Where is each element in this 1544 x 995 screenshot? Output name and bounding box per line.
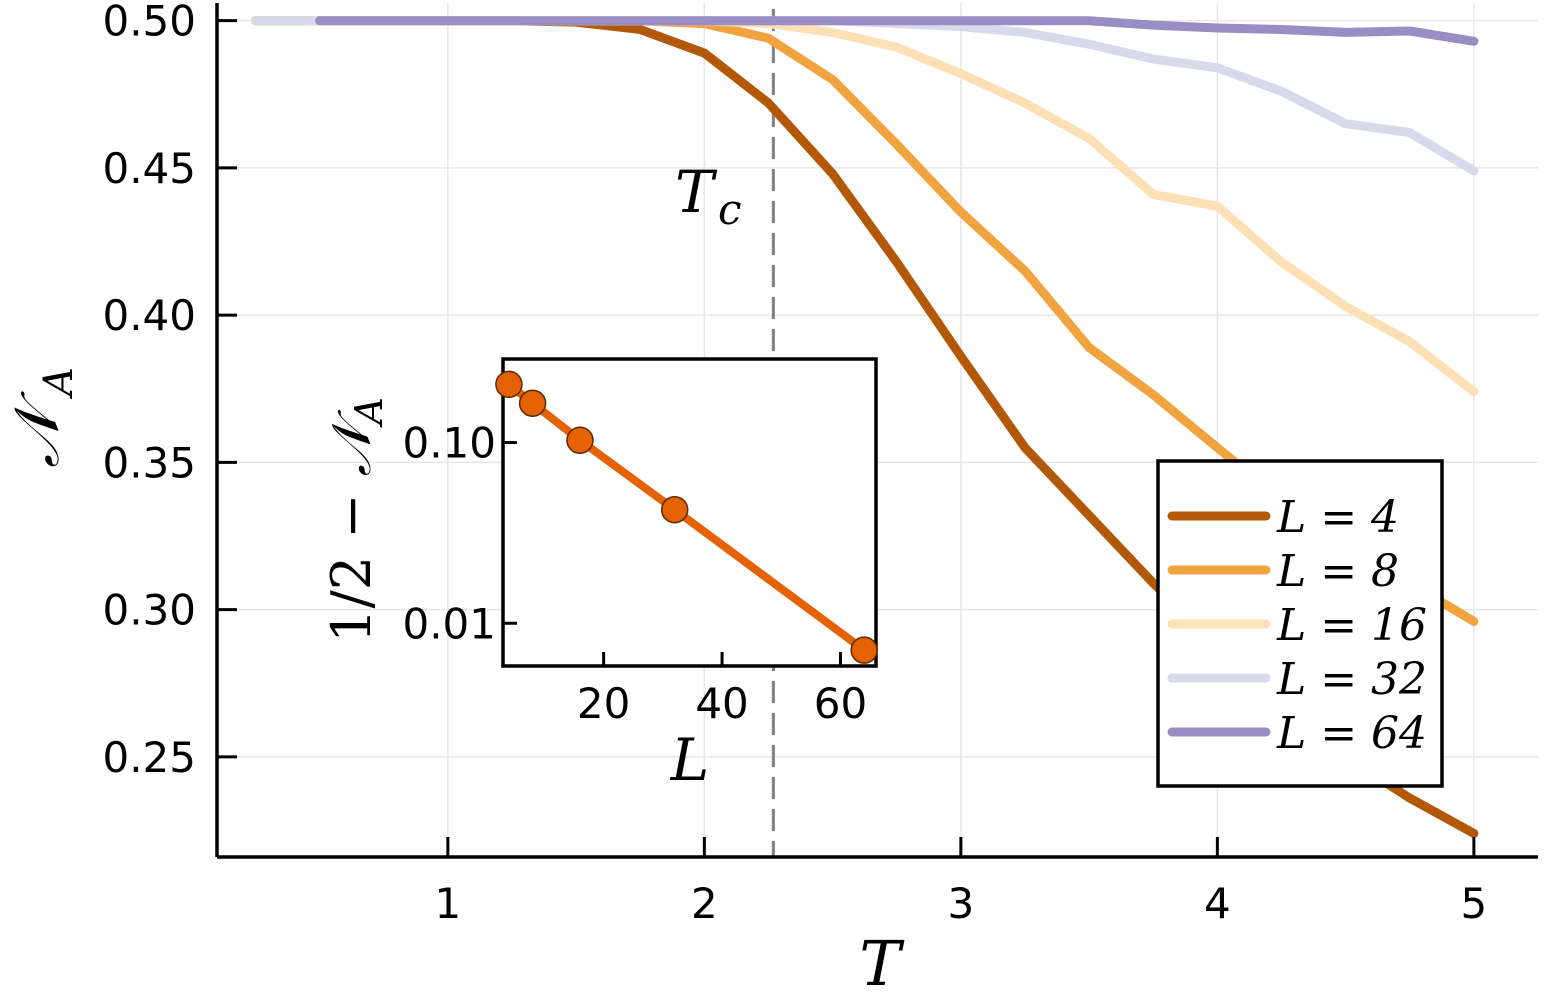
inset-plot: 20 40 60 0.01 0.10 L 1/2 − 𝒩A [320,357,878,794]
legend-entry: L = 64 [1167,708,1427,759]
legend-entry: L = 16 [1167,600,1427,651]
axes [215,3,1538,859]
y-tick-label: 0.40 [102,291,196,340]
inset-y-label-prefix: 1/2 − [320,476,383,642]
inset-x-tick-label: 20 [577,679,630,728]
inset-y-tick-label: 0.01 [402,599,496,648]
x-tick-label: 2 [691,879,718,928]
series-line-5 [315,16,1479,46]
tick-labels: 1 2 3 4 5 0.25 0.30 0.35 0.40 0.45 0.50 [102,0,1487,928]
inset-data-point [566,426,594,454]
tc-label-sub: c [718,185,742,234]
legend-entry: L = 32 [1167,654,1427,705]
y-tick-label: 0.30 [102,586,196,635]
legend-label: L = 64 [1276,708,1427,759]
x-tick-label: 1 [434,879,461,928]
x-axis-label: T [859,927,905,990]
y-axis-label-sub: A [36,367,82,400]
x-tick-label: 5 [1461,879,1488,928]
inset-y-axis-label-text: 1/2 − 𝒩A [320,397,391,643]
y-tick-label: 0.35 [102,438,196,487]
y-tick-label: 0.25 [102,733,196,782]
legend-label: L = 16 [1276,600,1427,651]
inset-data-point [495,370,523,399]
inset-x-tick-label: 60 [814,679,867,728]
x-tick-label: 3 [947,879,974,928]
legend-entry: L = 4 [1167,492,1399,543]
inset-y-label-sub: A [347,397,391,427]
legend-label: L = 8 [1276,546,1399,597]
inset-data-point [850,636,878,664]
x-tick-label: 4 [1204,879,1231,928]
legend-entry: L = 8 [1167,546,1399,597]
inset-x-tick-label: 40 [695,679,748,728]
y-tick-label: 0.50 [102,0,196,46]
inset-y-tick-label: 0.10 [402,419,496,468]
inset-x-axis-label: L [670,726,710,794]
y-tick-label: 0.45 [102,144,196,193]
inset-data-point [518,389,547,418]
legend: L = 4L = 8L = 16L = 32L = 64 [1156,459,1444,788]
legend-label: L = 4 [1276,492,1399,543]
tc-label-main: T [675,158,718,226]
inset-y-axis-label: 1/2 − 𝒩A [320,397,391,643]
inset-data-point [660,495,689,524]
legend-label: L = 32 [1276,654,1427,705]
